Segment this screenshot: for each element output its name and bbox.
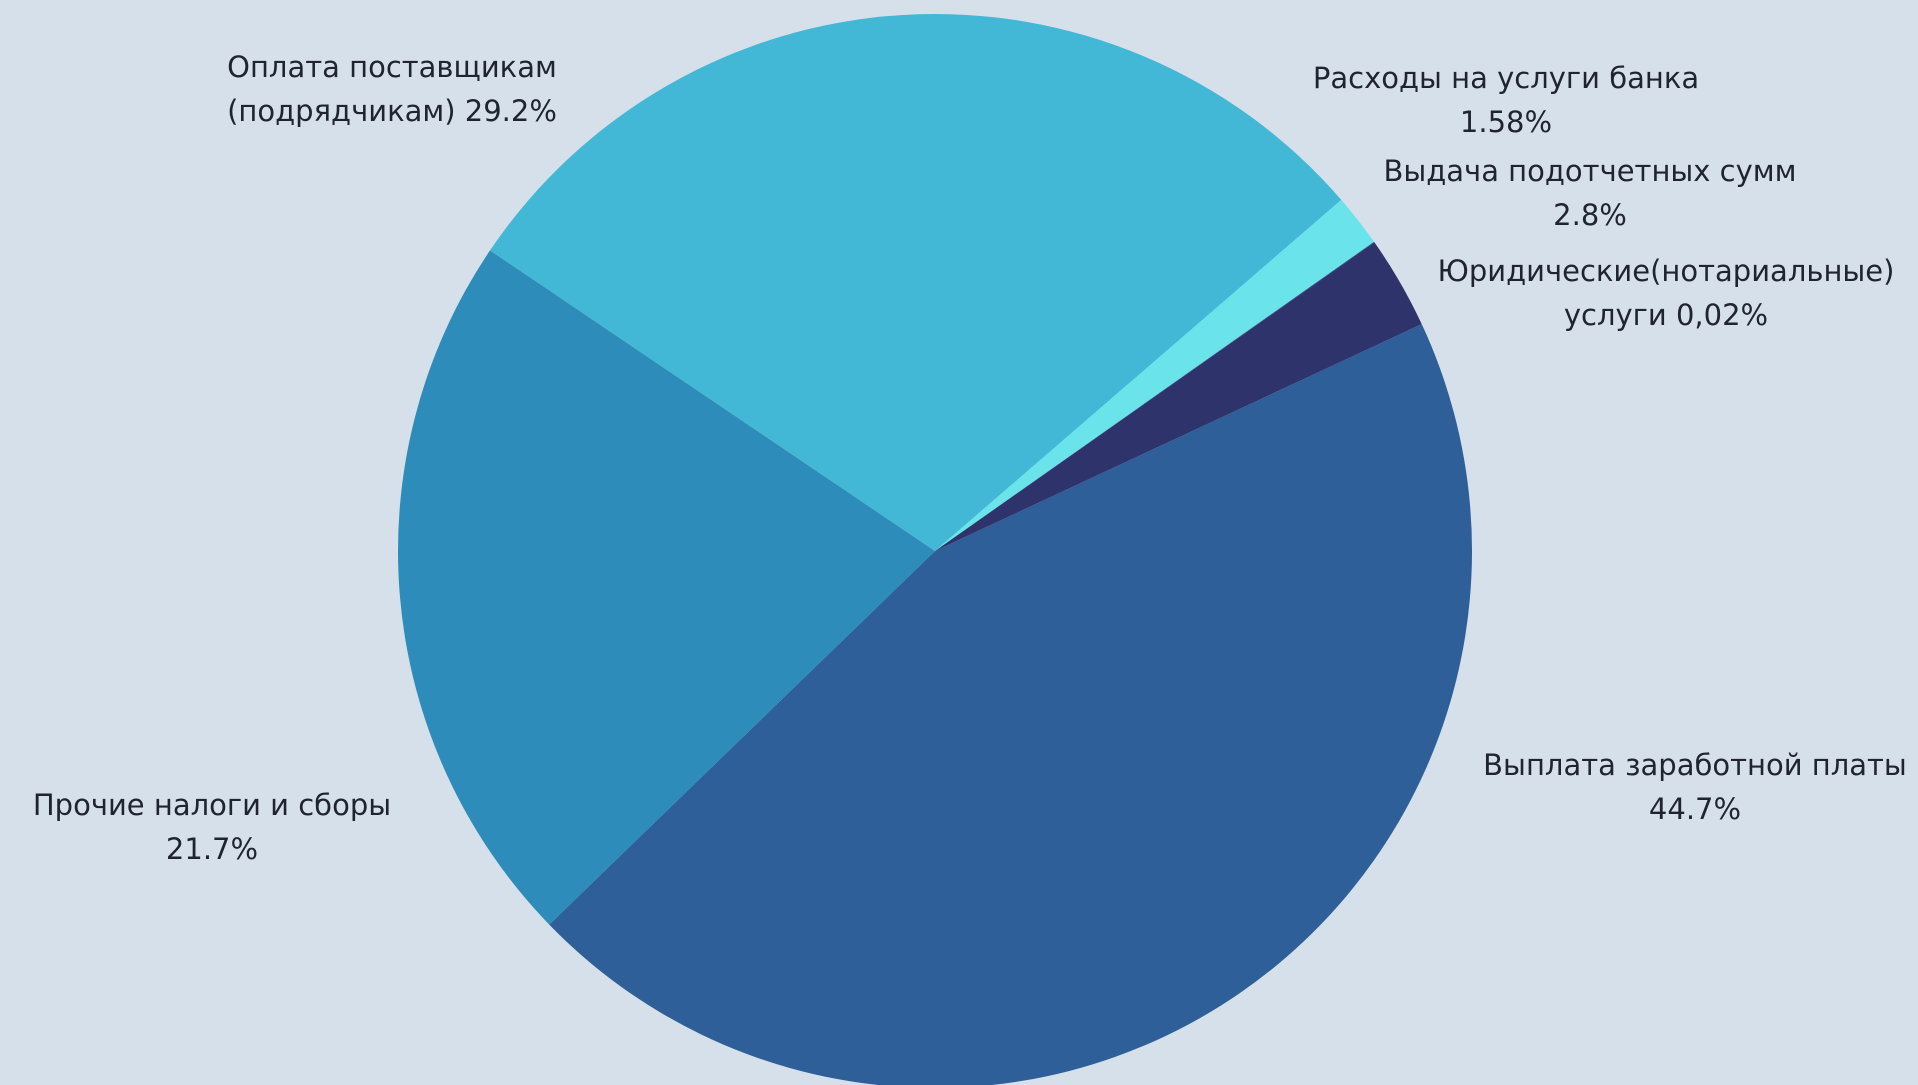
slice-label-legal-line1: Юридические(нотариальные) [1437, 254, 1895, 288]
slice-label-advances: Выдача подотчетных сумм 2.8% [1383, 149, 1796, 237]
slice-label-taxes-line2: 21.7% [165, 832, 259, 866]
slice-label-bank-line2: 1.58% [1459, 105, 1553, 139]
slice-label-bank: Расходы на услуги банка 1.58% [1313, 56, 1699, 144]
pie-slice-suppliers [490, 14, 1342, 552]
pie-slice-bank [935, 199, 1375, 552]
pie-slice-legal [935, 241, 1375, 552]
slice-label-bank-line1: Расходы на услуги банка [1312, 61, 1700, 95]
slice-label-salary-line1: Выплата заработной платы [1483, 748, 1907, 782]
slice-label-suppliers-line2: (подрядчикам) 29.2% [227, 94, 557, 128]
slice-label-suppliers: Оплата поставщикам (подрядчикам) 29.2% [227, 45, 557, 133]
slice-label-salary: Выплата заработной платы 44.7% [1483, 743, 1907, 831]
slice-label-salary-line2: 44.7% [1648, 792, 1742, 826]
slice-label-taxes-line1: Прочие налоги и сборы [32, 788, 392, 822]
slice-label-advances-line2: 2.8% [1553, 198, 1627, 232]
pie-slice-salary [549, 324, 1472, 1085]
slice-label-suppliers-line1: Оплата поставщикам [227, 50, 557, 84]
slice-label-taxes: Прочие налоги и сборы 21.7% [33, 783, 391, 871]
slice-label-legal: Юридические(нотариальные) услуги 0,02% [1438, 249, 1895, 337]
pie-slice-advances [935, 242, 1422, 552]
pie-slice-taxes [397, 250, 935, 925]
slice-label-legal-line2: услуги 0,02% [1563, 298, 1769, 332]
slice-label-advances-line1: Выдача подотчетных сумм [1383, 154, 1797, 188]
